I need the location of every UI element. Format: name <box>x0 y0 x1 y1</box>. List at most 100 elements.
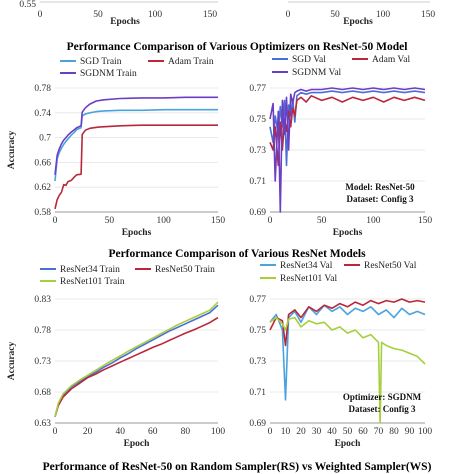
resnet_train-ytick-label: 0.68 <box>34 388 51 398</box>
resnet_train-ytick-label: 0.78 <box>34 326 51 336</box>
opt_train-legend-label-1: Adam Train <box>168 57 214 67</box>
resnet_val-series-line-0 <box>269 304 426 401</box>
opt_val-annotation-0: Model: ResNet-50 <box>345 182 415 192</box>
chart-resnet-train: 0.63 0.68 0.73 0.78 0.83 0 20 40 60 80 100 Epoch Acc… <box>7 265 225 449</box>
top-partial-r-xlabel: Epochs <box>343 17 373 27</box>
resnet_val-xtick-label: 50 <box>343 427 353 437</box>
top-partial-ytick-0: 0.55 <box>19 0 36 10</box>
opt_train-series-line-0 <box>54 108 218 182</box>
resnet_train-ytick-label: 0.73 <box>34 357 51 367</box>
top-partial-xtick-3: 150 <box>203 10 218 20</box>
resnet_val-legend-label-2: ResNet101 Val <box>280 274 337 284</box>
resnet_train-series-line-2 <box>54 301 219 417</box>
resnet_val-legend-label-1: ResNet50 Val <box>364 261 417 271</box>
resnet_train-legend-label-0: ResNet34 Train <box>60 265 120 275</box>
opt_train-ytick-label: 0.78 <box>34 84 51 94</box>
opt_train-ytick-label: 0.7 <box>39 134 51 144</box>
section-title-optimizers: Performance Comparison of Various Optimi… <box>67 41 408 53</box>
resnet_train-xtick-label: 80 <box>181 427 191 437</box>
chart-resnet-val: 0.69 0.71 0.73 0.75 0.77 0 10 20 30 40 50 60 70 80 90 1… <box>249 261 432 449</box>
top-partial-chart: 0.55 0 50 100 150 Epochs 0 50 100 150 Ep… <box>19 0 435 27</box>
resnet_val-xtick-label: 60 <box>358 427 368 437</box>
opt_train-ytick-label: 0.66 <box>34 158 51 168</box>
top-partial-xlabel: Epochs <box>110 17 140 27</box>
resnet_val-legend-label-0: ResNet34 Val <box>280 261 333 271</box>
opt_val-series-line-1 <box>269 95 426 167</box>
opt_train-ytick-label: 0.58 <box>34 208 51 218</box>
top-partial-r-xtick-2: 100 <box>376 10 391 20</box>
opt_train-series-line-1 <box>54 124 218 210</box>
opt_train-ytick-label: 0.74 <box>34 109 51 119</box>
resnet_val-xtick-label: 90 <box>405 427 415 437</box>
resnet_val-ytick-label: 0.73 <box>249 357 266 367</box>
resnet_train-series-line-0 <box>54 304 219 418</box>
resnet_val-series-line-2 <box>269 316 426 424</box>
opt_train-ylabel: Accuracy <box>7 130 17 169</box>
opt_val-xlabel: Epochs <box>333 228 363 238</box>
resnet_val-xtick-label: 40 <box>327 427 337 437</box>
opt_train-legend-label-0: SGD Train <box>80 57 122 67</box>
resnet_val-ytick-label: 0.75 <box>249 326 266 336</box>
opt_train-xtick-label: 0 <box>53 216 58 226</box>
resnet_val-xtick-label: 70 <box>374 427 384 437</box>
opt_train-xtick-label: 100 <box>157 216 172 226</box>
resnet_val-annotation-1: Dataset: Config 3 <box>349 404 416 414</box>
resnet_train-ylabel: Accuracy <box>7 341 17 380</box>
resnet_train-legend-label-2: ResNet101 Train <box>60 277 125 287</box>
resnet_train-xtick-label: 20 <box>83 427 93 437</box>
top-partial-xtick-0: 0 <box>38 10 43 20</box>
resnet_val-ytick-label: 0.77 <box>249 295 266 305</box>
opt_val-legend-label-1: Adam Val <box>372 55 410 65</box>
opt_train-xtick-label: 50 <box>105 216 115 226</box>
opt_val-ytick-label: 0.75 <box>249 115 266 125</box>
resnet_val-ytick-label: 0.69 <box>249 419 266 429</box>
opt_train-xlabel: Epochs <box>122 228 152 238</box>
resnet_train-ytick-label: 0.83 <box>34 295 51 305</box>
resnet_train-xtick-label: 0 <box>53 427 58 437</box>
chart-optimizer-val: 0.69 0.71 0.73 0.75 0.77 0 50 100 150 Epochs SGD V… <box>249 55 432 238</box>
resnet_val-ytick-label: 0.71 <box>249 388 266 398</box>
opt_val-ytick-label: 0.71 <box>249 177 266 187</box>
top-partial-r-xtick-1: 50 <box>330 10 340 20</box>
opt_val-xtick-label: 100 <box>366 216 381 226</box>
chart-optimizer-train: 0.58 0.62 0.66 0.7 0.74 0.78 0 50 100 150 Epochs Ac… <box>7 57 225 238</box>
opt_val-legend-label-2: SGDNM Val <box>292 68 342 78</box>
resnet_val-series-line-1 <box>269 298 426 347</box>
opt_val-xtick-label: 150 <box>418 216 433 226</box>
opt_val-series-line-0 <box>269 90 426 167</box>
section-title-resnet-models: Performance Comparison of Various ResNet… <box>108 248 366 260</box>
resnet_val-xtick-label: 20 <box>296 427 306 437</box>
opt_val-ytick-label: 0.77 <box>249 84 266 94</box>
opt_train-series-line-2 <box>54 96 218 175</box>
opt_val-ytick-label: 0.69 <box>249 208 266 218</box>
resnet_val-xtick-label: 100 <box>418 427 433 437</box>
opt_train-ytick-label: 0.62 <box>34 183 51 193</box>
opt_train-legend-label-2: SGDNM Train <box>80 69 137 79</box>
opt_val-series-line-2 <box>269 87 426 213</box>
top-partial-xtick-1: 50 <box>93 10 103 20</box>
resnet_val-annotation-0: Optimizer: SGDNM <box>343 392 422 402</box>
top-partial-xtick-2: 100 <box>148 10 163 20</box>
resnet_train-xtick-label: 40 <box>115 427 125 437</box>
resnet_train-series-line-1 <box>54 316 219 418</box>
resnet_val-xtick-label: 30 <box>312 427 322 437</box>
opt_val-ytick-label: 0.73 <box>249 146 266 156</box>
resnet_train-ytick-label: 0.63 <box>34 419 51 429</box>
resnet_train-xlabel: Epoch <box>124 439 151 449</box>
opt_val-xtick-label: 50 <box>317 216 327 226</box>
resnet_val-xtick-label: 80 <box>389 427 399 437</box>
opt_val-annotation-1: Dataset: Config 3 <box>347 194 414 204</box>
opt_val-legend-label-0: SGD Val <box>292 55 326 65</box>
top-partial-r-xtick-3: 150 <box>421 10 436 20</box>
resnet_train-xtick-label: 60 <box>148 427 158 437</box>
opt_train-xtick-label: 150 <box>211 216 226 226</box>
opt_val-xtick-label: 0 <box>268 216 273 226</box>
resnet_train-legend-label-1: ResNet50 Train <box>155 265 215 275</box>
top-partial-r-xtick-0: 0 <box>286 10 291 20</box>
resnet_train-xtick-label: 100 <box>211 427 226 437</box>
resnet_val-xtick-label: 10 <box>281 427 291 437</box>
resnet_val-xtick-label: 0 <box>268 427 273 437</box>
resnet_val-xlabel: Epoch <box>335 439 362 449</box>
section-title-samplers: Performance of ResNet-50 on Random Sampl… <box>43 461 432 473</box>
